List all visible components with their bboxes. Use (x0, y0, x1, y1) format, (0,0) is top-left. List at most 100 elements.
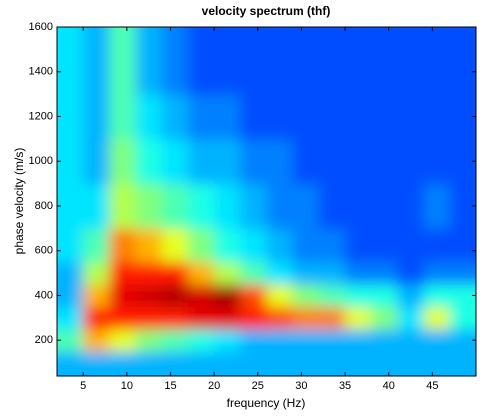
heat-cell (109, 138, 137, 185)
heat-cell (266, 228, 294, 263)
heat-cell (109, 183, 137, 229)
heat-cell (345, 261, 372, 285)
x-tick-label: 10 (121, 380, 133, 392)
heat-cell (266, 284, 294, 308)
heat-cell (397, 27, 425, 95)
heat-cell (135, 306, 163, 330)
heat-cell (187, 284, 215, 308)
heat-cell (449, 329, 476, 352)
x-tick-label: 35 (339, 380, 351, 392)
heat-cell (397, 329, 425, 352)
heat-cell (187, 329, 215, 352)
heatmap-cells (57, 27, 476, 376)
y-tick-label: 600 (35, 245, 53, 257)
heat-cell (266, 94, 294, 140)
heat-cell (423, 183, 451, 229)
heat-cell (161, 261, 189, 285)
heat-cell (266, 351, 294, 376)
heat-cell (318, 228, 346, 263)
heat-cell (345, 228, 372, 263)
heat-cell (318, 351, 346, 376)
heat-cell (449, 94, 476, 140)
heat-cell (83, 284, 110, 308)
heat-cell (266, 261, 294, 285)
heat-cell (240, 306, 267, 330)
heat-cell (57, 351, 84, 376)
heat-cell (109, 228, 137, 263)
heat-cell (57, 228, 84, 263)
heat-cell (214, 94, 241, 140)
heat-cell (57, 183, 84, 229)
heat-cell (187, 306, 215, 330)
heat-cell (135, 351, 163, 376)
heat-cell (161, 228, 189, 263)
heat-cell (83, 94, 110, 140)
heat-cell (240, 228, 267, 263)
y-axis-label: phase velocity (m/s) (12, 148, 26, 255)
heat-cell (345, 183, 372, 229)
heat-cell (83, 351, 110, 376)
heat-cell (292, 261, 320, 285)
heat-cell (449, 138, 476, 185)
heat-cell (135, 138, 163, 185)
heat-cell (397, 138, 425, 185)
heat-cell (135, 284, 163, 308)
heat-cell (83, 261, 110, 285)
heat-cell (292, 351, 320, 376)
heat-cell (292, 228, 320, 263)
heat-cell (266, 27, 294, 95)
heat-cell (397, 306, 425, 330)
x-tick-label: 5 (80, 380, 86, 392)
heat-cell (449, 284, 476, 308)
heat-cell (109, 27, 137, 95)
heat-cell (345, 306, 372, 330)
heat-cell (57, 284, 84, 308)
heat-cell (371, 27, 398, 95)
heat-cell (397, 94, 425, 140)
x-tick-label: 40 (383, 380, 395, 392)
heat-cell (423, 329, 451, 352)
heat-cell (161, 329, 189, 352)
heat-cell (161, 284, 189, 308)
heat-cell (292, 27, 320, 95)
chart-title: velocity spectrum (thf) (202, 4, 331, 18)
heat-cell (161, 94, 189, 140)
heat-cell (397, 284, 425, 308)
heat-cell (161, 306, 189, 330)
x-axis-label: frequency (Hz) (227, 396, 306, 410)
heat-cell (292, 94, 320, 140)
heat-cell (83, 27, 110, 95)
heat-cell (214, 329, 241, 352)
heat-cell (161, 183, 189, 229)
heat-cell (292, 329, 320, 352)
x-tick-label: 30 (295, 380, 307, 392)
x-tick-label: 45 (426, 380, 438, 392)
heat-cell (266, 183, 294, 229)
heat-cell (423, 306, 451, 330)
heat-cell (397, 228, 425, 263)
heat-cell (318, 284, 346, 308)
heat-cell (57, 138, 84, 185)
heat-cell (371, 284, 398, 308)
x-tick-label: 15 (164, 380, 176, 392)
heat-cell (187, 261, 215, 285)
heat-cell (318, 27, 346, 95)
heat-cell (371, 138, 398, 185)
heat-cell (371, 261, 398, 285)
heat-cell (371, 94, 398, 140)
heat-cell (109, 329, 137, 352)
heat-cell (397, 261, 425, 285)
heat-cell (240, 138, 267, 185)
heat-cell (240, 261, 267, 285)
heat-cell (423, 94, 451, 140)
heat-cell (240, 183, 267, 229)
heat-cell (449, 306, 476, 330)
heat-cell (83, 329, 110, 352)
x-tick-label: 25 (252, 380, 264, 392)
heat-cell (345, 27, 372, 95)
heat-cell (423, 27, 451, 95)
heat-cell (345, 351, 372, 376)
heat-cell (57, 261, 84, 285)
heat-cell (423, 351, 451, 376)
heat-cell (135, 329, 163, 352)
